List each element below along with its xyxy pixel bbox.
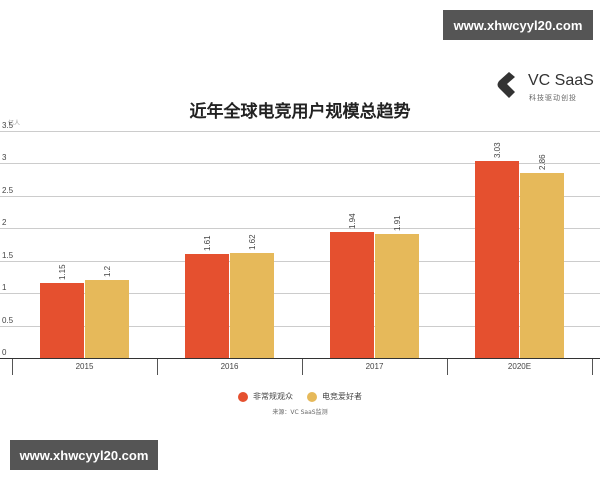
x-category-label: 2016 [220,362,239,371]
logo-c-icon [497,72,515,98]
bar-esports-fans-2017 [375,234,419,358]
y-tick-label: 3.5 [2,121,14,130]
chart-title: 近年全球电竞用户规模总趋势 [189,102,411,122]
source-note: 来源：VC SaaS监测 [272,409,328,416]
bar-casual-viewers-2016 [185,253,229,358]
bar-value-label: 2.86 [538,153,547,170]
bar-casual-viewers-2015 [40,283,84,358]
bar-value-label: 1.15 [58,264,67,281]
bar-value-label: 1.91 [393,215,402,232]
x-category-label: 2020E [507,362,532,371]
y-axis-unit: 亿人 [8,120,21,127]
bar-casual-viewers-2020E [475,161,519,358]
x-axis-divider [157,359,158,375]
gridline [0,261,600,262]
gridline [0,131,600,132]
y-tick-label: 3 [2,153,7,162]
x-category-label: 2015 [75,362,94,371]
bar-value-label: 1.94 [348,213,357,230]
bar-value-label: 1.2 [103,266,112,278]
watermark-bottom: www.xhwcyyl20.com [10,440,158,470]
y-tick-label: 1.5 [2,251,14,260]
bar-value-label: 3.03 [493,142,502,159]
y-tick-label: 1 [2,283,7,292]
legend-dot-red-icon [238,391,248,402]
bar-esports-fans-2020E [520,172,564,358]
y-tick-label: 2 [2,218,7,227]
y-tick-label: 0.5 [2,316,14,325]
legend-item-casual-viewers: 非常规观众 [238,391,293,402]
x-axis-divider [592,359,593,375]
y-tick-label: 0 [2,348,7,357]
x-axis-divider [447,359,448,375]
bar-value-label: 1.61 [203,235,212,251]
gridline [0,228,600,229]
x-category-label: 2017 [365,362,384,371]
gridline [0,293,600,294]
x-axis-divider [12,359,13,375]
gridline [0,196,600,197]
legend-label: 非常规观众 [253,392,293,401]
y-tick-label: 2.5 [2,186,14,195]
gridline [0,326,600,327]
bar-esports-fans-2015 [85,280,129,358]
logo-name: VC SaaS [528,72,594,89]
chart-legend: 非常规观众 电竞爱好者 [0,391,600,402]
bar-value-label: 1.62 [248,234,257,250]
gridline [0,163,600,164]
legend-dot-gold-icon [307,391,317,402]
x-axis-baseline [0,358,600,359]
x-axis-divider [302,359,303,375]
watermark-top: www.xhwcyyl20.com [443,10,593,40]
legend-label: 电竞爱好者 [322,392,362,401]
legend-item-esports-fans: 电竞爱好者 [307,391,362,402]
bar-casual-viewers-2017 [330,232,374,358]
logo-tagline: 科技驱动创投 [529,94,577,102]
bar-esports-fans-2016 [230,252,274,358]
vc-saas-logo: VC SaaS 科技驱动创投 [495,68,600,108]
